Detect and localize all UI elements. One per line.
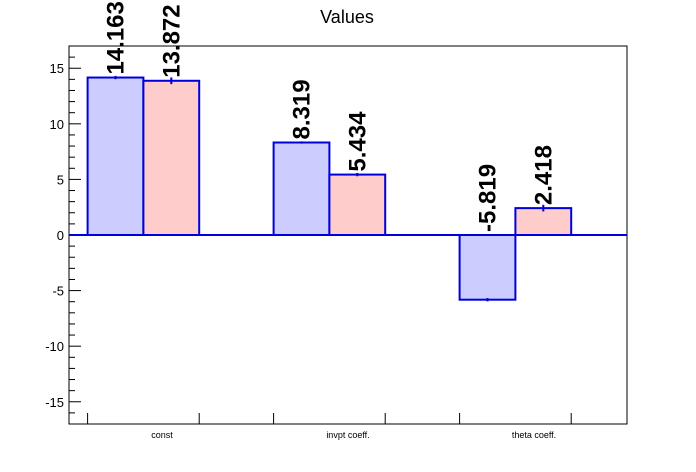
y-tick-label: 5 [57, 172, 64, 187]
chart-title: Values [320, 7, 374, 27]
value-label: 5.434 [344, 111, 371, 172]
bar-series2-1 [328, 173, 387, 236]
y-tick-label: 0 [57, 228, 64, 243]
y-tick-label: 15 [50, 61, 64, 76]
value-label: 8.319 [289, 79, 316, 139]
y-tick-label: -5 [52, 284, 64, 299]
bar-series2-2 [514, 207, 573, 236]
x-category-label: invpt coeff. [326, 430, 369, 440]
x-category-label: theta coeff. [512, 430, 556, 440]
bar-series1-1 [272, 141, 331, 237]
value-label: 2.418 [530, 145, 557, 205]
bar-series2-0 [142, 79, 201, 236]
value-label: 14.163 [103, 1, 130, 74]
bars-layer [86, 75, 573, 302]
y-tick-label: 10 [50, 117, 64, 132]
value-label: 13.872 [158, 4, 185, 77]
value-label: -5.819 [475, 164, 502, 232]
value-labels-layer: 14.163 8.319 -5.819 13.872 5.434 2.418 [103, 1, 558, 232]
x-category-label: const [151, 430, 173, 440]
y-tick-label: -10 [45, 339, 64, 354]
axes-layer: -15 -10 -5 0 5 10 15 const invpt coeff. theta coe… [45, 45, 628, 440]
bar-series1-2 [458, 234, 517, 301]
y-tick-label: -15 [45, 395, 64, 410]
bar-series1-0 [86, 76, 145, 236]
